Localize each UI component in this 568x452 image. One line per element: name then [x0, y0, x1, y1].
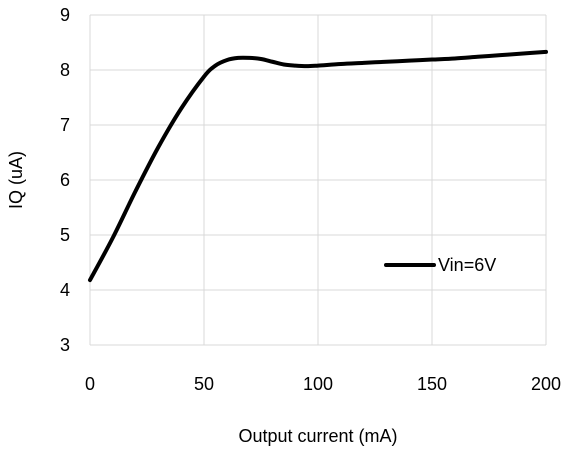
x-tick-label: 0: [85, 374, 95, 394]
y-tick-label: 3: [60, 335, 70, 355]
grid-lines: [89, 14, 547, 346]
legend: Vin=6V: [384, 255, 496, 275]
x-tick-label: 150: [417, 374, 447, 394]
y-tick-label: 5: [60, 225, 70, 245]
y-tick-label: 4: [60, 280, 70, 300]
tick-labels: 3 4 5 6 7 8 9 0 50 100 150 200: [60, 5, 561, 394]
x-tick-label: 50: [194, 374, 214, 394]
x-axis-title: Output current (mA): [238, 426, 397, 446]
y-tick-label: 8: [60, 60, 70, 80]
x-tick-label: 100: [303, 374, 333, 394]
series-line-vin-6v: [88, 49, 548, 283]
legend-label-vin-6v: Vin=6V: [438, 255, 496, 275]
x-tick-label: 200: [531, 374, 561, 394]
y-axis-title: IQ (uA): [6, 151, 26, 209]
series-lines: [88, 49, 548, 283]
y-tick-label: 6: [60, 170, 70, 190]
y-tick-label: 7: [60, 115, 70, 135]
y-tick-label: 9: [60, 5, 70, 25]
